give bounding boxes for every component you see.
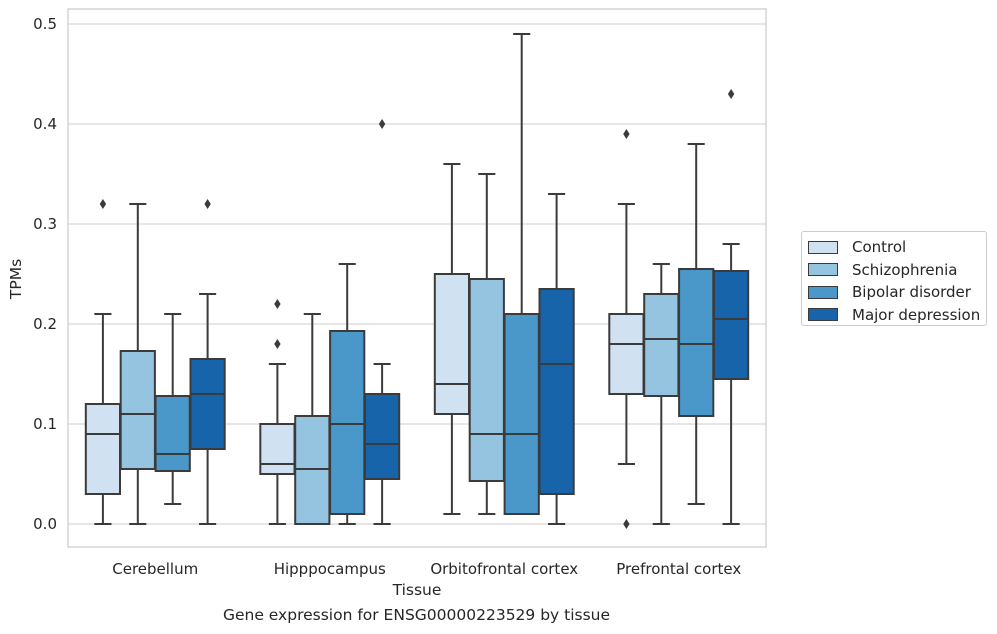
y-axis-ticks: 0.0 0.1 0.2 0.3 0.4 0.5	[33, 15, 57, 533]
figure-caption: Gene expression for ENSG00000223529 by t…	[222, 606, 611, 624]
x-axis-ticks: Cerebellum Hipppocampus Orbitofrontal cort…	[112, 560, 741, 578]
box-iqr	[468, 278, 505, 482]
box-iqr	[538, 288, 575, 495]
y-tick-label: 0.2	[33, 315, 57, 333]
y-tick-label: 0.1	[33, 415, 57, 433]
box-3-1	[154, 313, 191, 505]
box-iqr	[329, 330, 366, 515]
box-iqr	[678, 268, 715, 417]
box-4-4	[712, 89, 750, 525]
box-1-3	[433, 163, 471, 515]
outlier-point	[274, 299, 281, 309]
legend-swatch	[808, 240, 838, 254]
box-1-4	[608, 129, 645, 529]
box-iqr	[712, 270, 750, 380]
boxes	[84, 33, 750, 529]
outlier-point	[623, 129, 630, 139]
box-1-2	[259, 299, 296, 525]
plot-frame	[67, 8, 767, 548]
box-iqr	[154, 395, 191, 472]
outlier-point	[623, 519, 630, 529]
box-4-2	[363, 119, 401, 525]
outlier-point	[378, 119, 386, 129]
box-3-3	[503, 33, 540, 515]
x-tick-label: Hipppocampus	[274, 560, 386, 578]
box-4-3	[538, 193, 575, 525]
box-3-4	[678, 143, 715, 505]
box-2-3	[468, 173, 505, 515]
legend-item: Control	[808, 236, 986, 259]
y-tick-label: 0.0	[33, 515, 57, 533]
box-iqr	[363, 393, 401, 480]
legend-label: Bipolar disorder	[852, 283, 971, 302]
x-tick-label: Orbitofrontal cortex	[430, 560, 578, 578]
legend-item: Schizophrenia	[808, 259, 986, 282]
box-iqr	[84, 403, 122, 495]
legend-swatch	[808, 308, 838, 322]
y-tick-label: 0.4	[33, 115, 57, 133]
outlier-point	[99, 199, 107, 209]
outlier-point	[727, 89, 735, 99]
box-iqr	[259, 423, 296, 475]
y-axis-label: TPMs	[7, 259, 25, 300]
legend-label: Control	[852, 238, 907, 257]
box-iqr	[643, 293, 680, 397]
box-4-1	[189, 199, 226, 525]
y-tick-label: 0.3	[33, 215, 57, 233]
box-2-1	[119, 203, 156, 525]
legend-label: Major depression	[852, 305, 981, 324]
box-1-1	[84, 199, 122, 525]
legend-swatch	[808, 285, 838, 299]
x-tick-label: Cerebellum	[112, 560, 198, 578]
legend-swatch	[808, 263, 838, 277]
legend-item: Bipolar disorder	[808, 281, 986, 304]
box-iqr	[503, 313, 540, 515]
box-2-4	[643, 263, 680, 525]
box-iqr	[189, 358, 226, 450]
box-iqr	[433, 273, 471, 415]
x-tick-label: Prefrontal cortex	[616, 560, 741, 578]
box-iqr	[119, 350, 156, 470]
y-tick-label: 0.5	[33, 15, 57, 33]
outlier-point	[274, 339, 281, 349]
box-2-2	[294, 313, 331, 525]
box-iqr	[608, 313, 645, 395]
outlier-point	[204, 199, 211, 209]
x-axis-label: Tissue	[392, 581, 442, 599]
legend-label: Schizophrenia	[852, 260, 958, 279]
box-3-2	[329, 263, 366, 525]
legend-item: Major depression	[808, 304, 986, 327]
legend: Control Schizophrenia Bipolar disorder Majo…	[801, 231, 987, 326]
